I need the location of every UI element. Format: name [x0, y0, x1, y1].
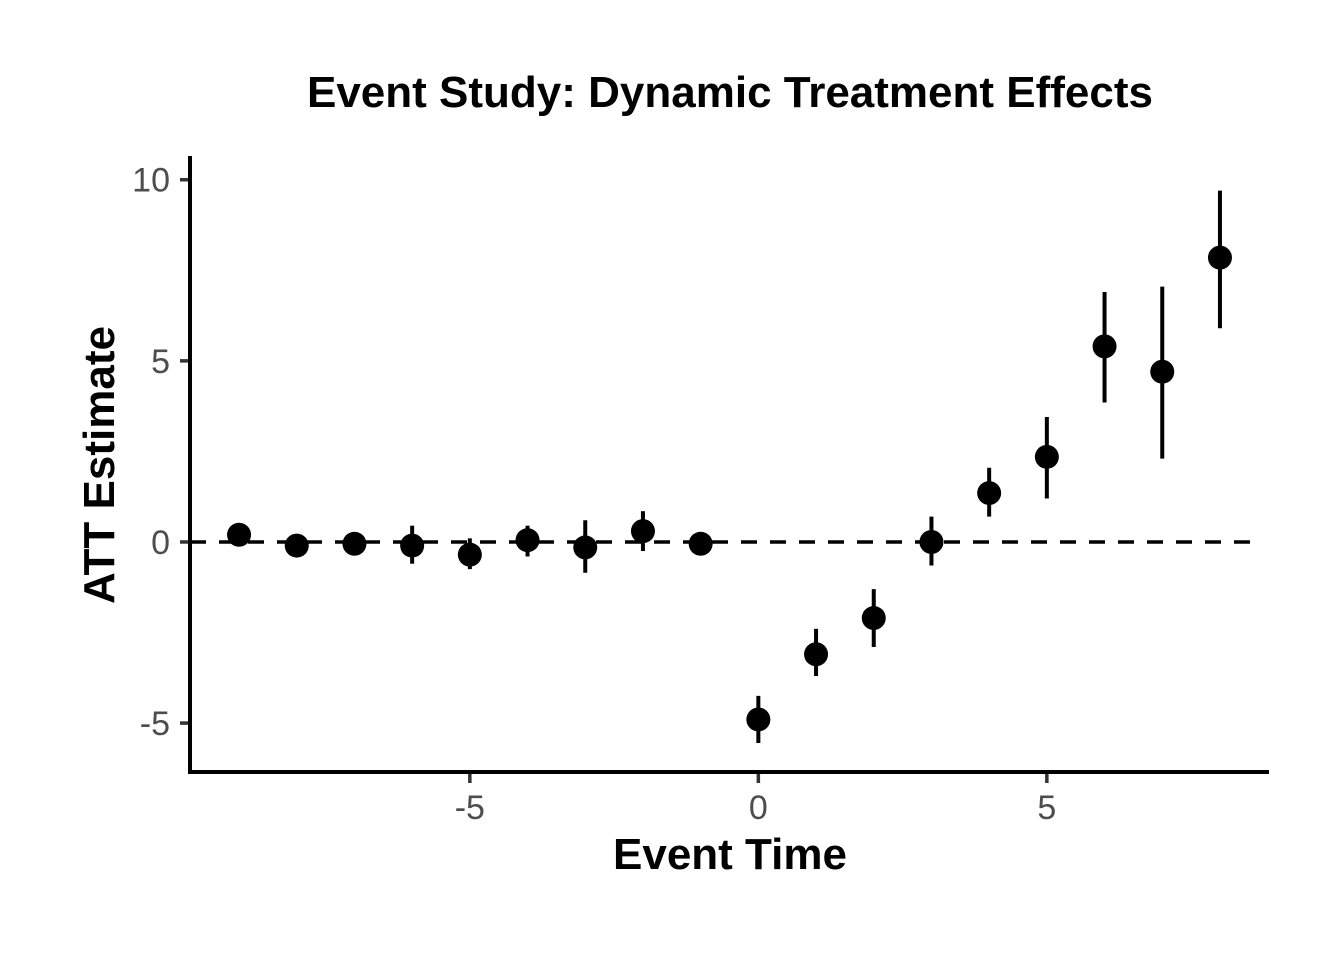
- data-point: [919, 529, 944, 554]
- data-point: [1092, 334, 1117, 359]
- data-point: [1150, 359, 1175, 384]
- data-point: [1207, 245, 1232, 270]
- y-tick-label: 0: [151, 524, 170, 562]
- data-point: [688, 531, 713, 556]
- data-point: [227, 522, 252, 547]
- data-point: [1034, 444, 1059, 469]
- y-tick-label: 10: [132, 162, 170, 200]
- data-point: [861, 606, 886, 631]
- x-tick-label: 0: [749, 789, 768, 827]
- x-axis-label: Event Time: [613, 830, 847, 879]
- data-point: [284, 533, 309, 558]
- data-point: [804, 642, 829, 667]
- x-tick-label: -5: [455, 789, 485, 827]
- chart-title: Event Study: Dynamic Treatment Effects: [306, 68, 1153, 117]
- y-tick-label: -5: [140, 705, 170, 743]
- data-point: [573, 535, 598, 560]
- data-point: [342, 531, 367, 556]
- x-tick-label: 5: [1037, 789, 1056, 827]
- data-point: [630, 519, 655, 544]
- data-point: [457, 542, 482, 567]
- data-point: [400, 533, 425, 558]
- data-point: [977, 481, 1002, 506]
- y-tick-label: 5: [151, 343, 170, 381]
- data-point: [746, 707, 771, 732]
- data-point: [515, 528, 540, 553]
